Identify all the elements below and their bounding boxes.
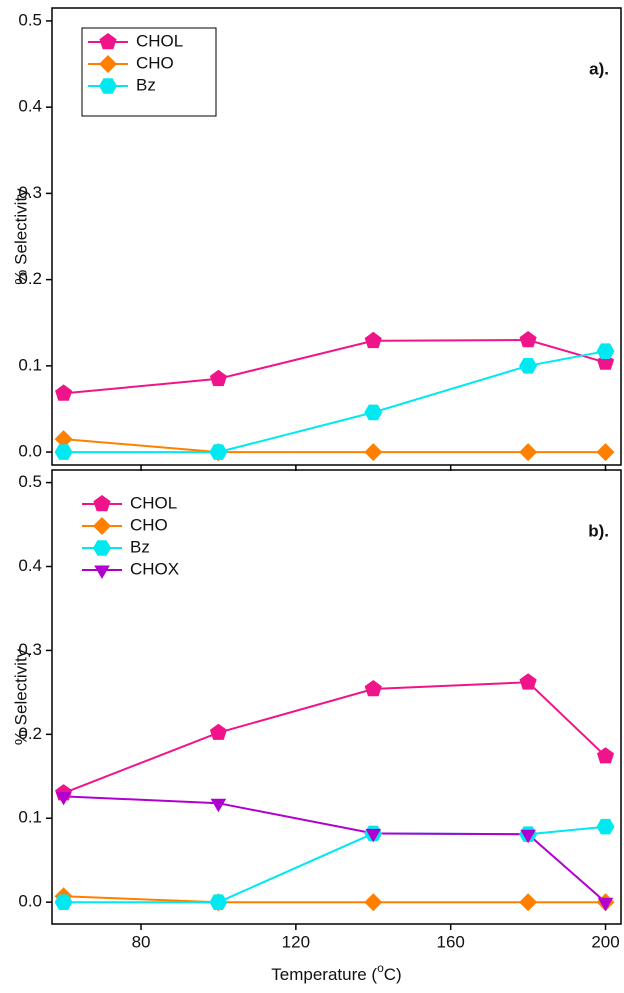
data-point <box>596 343 615 359</box>
data-point <box>55 791 72 806</box>
y-tick-label: 0.1 <box>18 355 42 374</box>
x-tick-label: 80 <box>132 932 151 951</box>
legend-marker <box>99 33 117 50</box>
legend-marker <box>99 78 117 94</box>
y-tick-label: 0.3 <box>18 183 42 202</box>
legend-label: Bz <box>130 537 150 556</box>
y-tick-label: 0.2 <box>18 269 42 288</box>
data-point <box>520 829 536 844</box>
y-axis-label: % Selectivity <box>11 188 30 285</box>
legend-marker <box>93 540 111 556</box>
data-point <box>55 384 73 401</box>
x-axis-label: Temperature (oC) <box>271 961 401 984</box>
data-point <box>519 443 538 462</box>
data-point <box>597 747 615 764</box>
panel-annotation: a). <box>589 59 609 78</box>
x-axis-label-part: C) <box>384 965 402 984</box>
plot-frame <box>51 7 622 466</box>
y-tick-label: 0.2 <box>18 724 42 743</box>
legend-marker <box>93 495 111 512</box>
legend-label: CHO <box>130 515 168 534</box>
series-line <box>63 795 607 903</box>
y-tick-label: 0.1 <box>18 808 42 827</box>
y-tick-label: 0.0 <box>18 442 42 461</box>
data-point <box>596 818 615 835</box>
data-point <box>209 894 228 910</box>
legend-marker <box>99 55 117 73</box>
data-point <box>209 723 227 740</box>
x-tick-label: 200 <box>591 932 619 951</box>
y-axis-label: % Selectivity <box>11 648 30 745</box>
data-point <box>519 673 537 690</box>
x-axis-label-part: o <box>377 961 384 975</box>
data-point <box>364 893 383 912</box>
y-tick-label: 0.5 <box>18 472 42 491</box>
y-tick-label: 0.4 <box>18 556 42 575</box>
legend-label: CHO <box>136 53 174 72</box>
legend-label: Bz <box>136 75 156 94</box>
data-point <box>54 894 73 910</box>
data-point <box>519 358 538 374</box>
y-tick-label: 0.4 <box>18 97 42 116</box>
series-line <box>63 681 607 795</box>
y-tick-label: 0.5 <box>18 10 42 29</box>
data-point <box>364 680 382 697</box>
data-point <box>364 331 382 349</box>
data-point <box>519 893 538 912</box>
data-point <box>364 404 383 421</box>
panel-annotation: b). <box>588 521 609 540</box>
x-tick-label: 120 <box>282 932 310 951</box>
legend-marker <box>94 565 110 579</box>
plot-frame <box>51 469 622 925</box>
x-axis-label-part: Temperature ( <box>271 965 377 984</box>
data-point <box>209 369 227 387</box>
legend-marker <box>93 517 111 535</box>
data-point <box>54 430 73 449</box>
y-tick-label: 0.3 <box>18 640 42 659</box>
x-tick-label: 160 <box>436 932 464 951</box>
data-point <box>596 443 615 462</box>
data-point <box>364 443 383 462</box>
data-point <box>209 444 228 460</box>
legend-label: CHOL <box>136 31 183 50</box>
data-point <box>54 444 73 460</box>
legend-label: CHOL <box>130 493 177 512</box>
data-point <box>597 897 614 912</box>
data-point <box>365 828 382 843</box>
legend-label: CHOX <box>130 559 179 578</box>
data-point <box>519 331 537 348</box>
y-tick-label: 0.0 <box>18 892 42 911</box>
data-point <box>210 798 227 813</box>
